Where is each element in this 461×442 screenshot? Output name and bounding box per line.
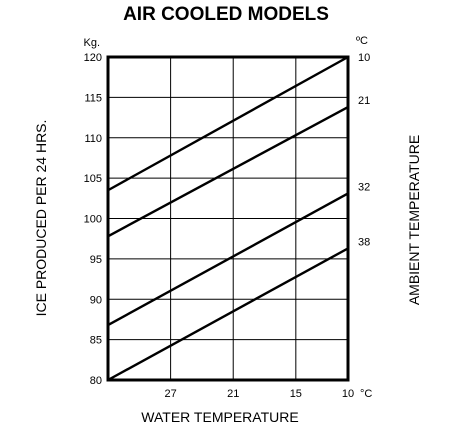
x-axis-label: WATER TEMPERATURE [141, 409, 298, 425]
series-line-38 [107, 247, 349, 382]
series-line-21 [107, 106, 349, 238]
y-tick-label: 115 [84, 92, 102, 104]
tick-labels: 120 115 110 105 100 95 90 85 80 27 21 15 10 °C 10 21 32 3… [84, 52, 373, 400]
grid [108, 57, 348, 380]
right-unit-label: ºC [356, 35, 368, 47]
y-axis-label: ICE PRODUCED PER 24 HRS. [33, 120, 49, 317]
x-tick-label: 15 [290, 388, 302, 400]
x-tick-label: 21 [227, 388, 239, 400]
y-tick-label: 85 [90, 335, 102, 347]
right-axis-label: AMBIENT TEMPERATURE [406, 135, 422, 305]
y-tick-label: 120 [84, 52, 102, 64]
series-label-10: 10 [358, 52, 370, 64]
y-tick-label: 90 [90, 294, 102, 306]
y-tick-label: 100 [84, 214, 102, 226]
series-label-21: 21 [358, 95, 370, 107]
y-tick-label: 110 [84, 133, 102, 145]
x-tick-label: 27 [164, 388, 176, 400]
plot-frame [106, 55, 350, 382]
series-lines [107, 55, 349, 382]
x-unit-label: °C [360, 388, 372, 400]
y-unit-label: Kg. [83, 37, 100, 49]
x-tick-label: 10 [342, 388, 354, 400]
y-tick-label: 80 [90, 375, 102, 387]
chart-title: AIR COOLED MODELS [123, 4, 329, 25]
series-label-38: 38 [358, 236, 370, 248]
y-tick-label: 105 [84, 173, 102, 185]
series-line-32 [107, 192, 349, 327]
series-line-10 [107, 55, 349, 192]
series-label-32: 32 [358, 181, 370, 193]
y-tick-label: 95 [90, 254, 102, 266]
